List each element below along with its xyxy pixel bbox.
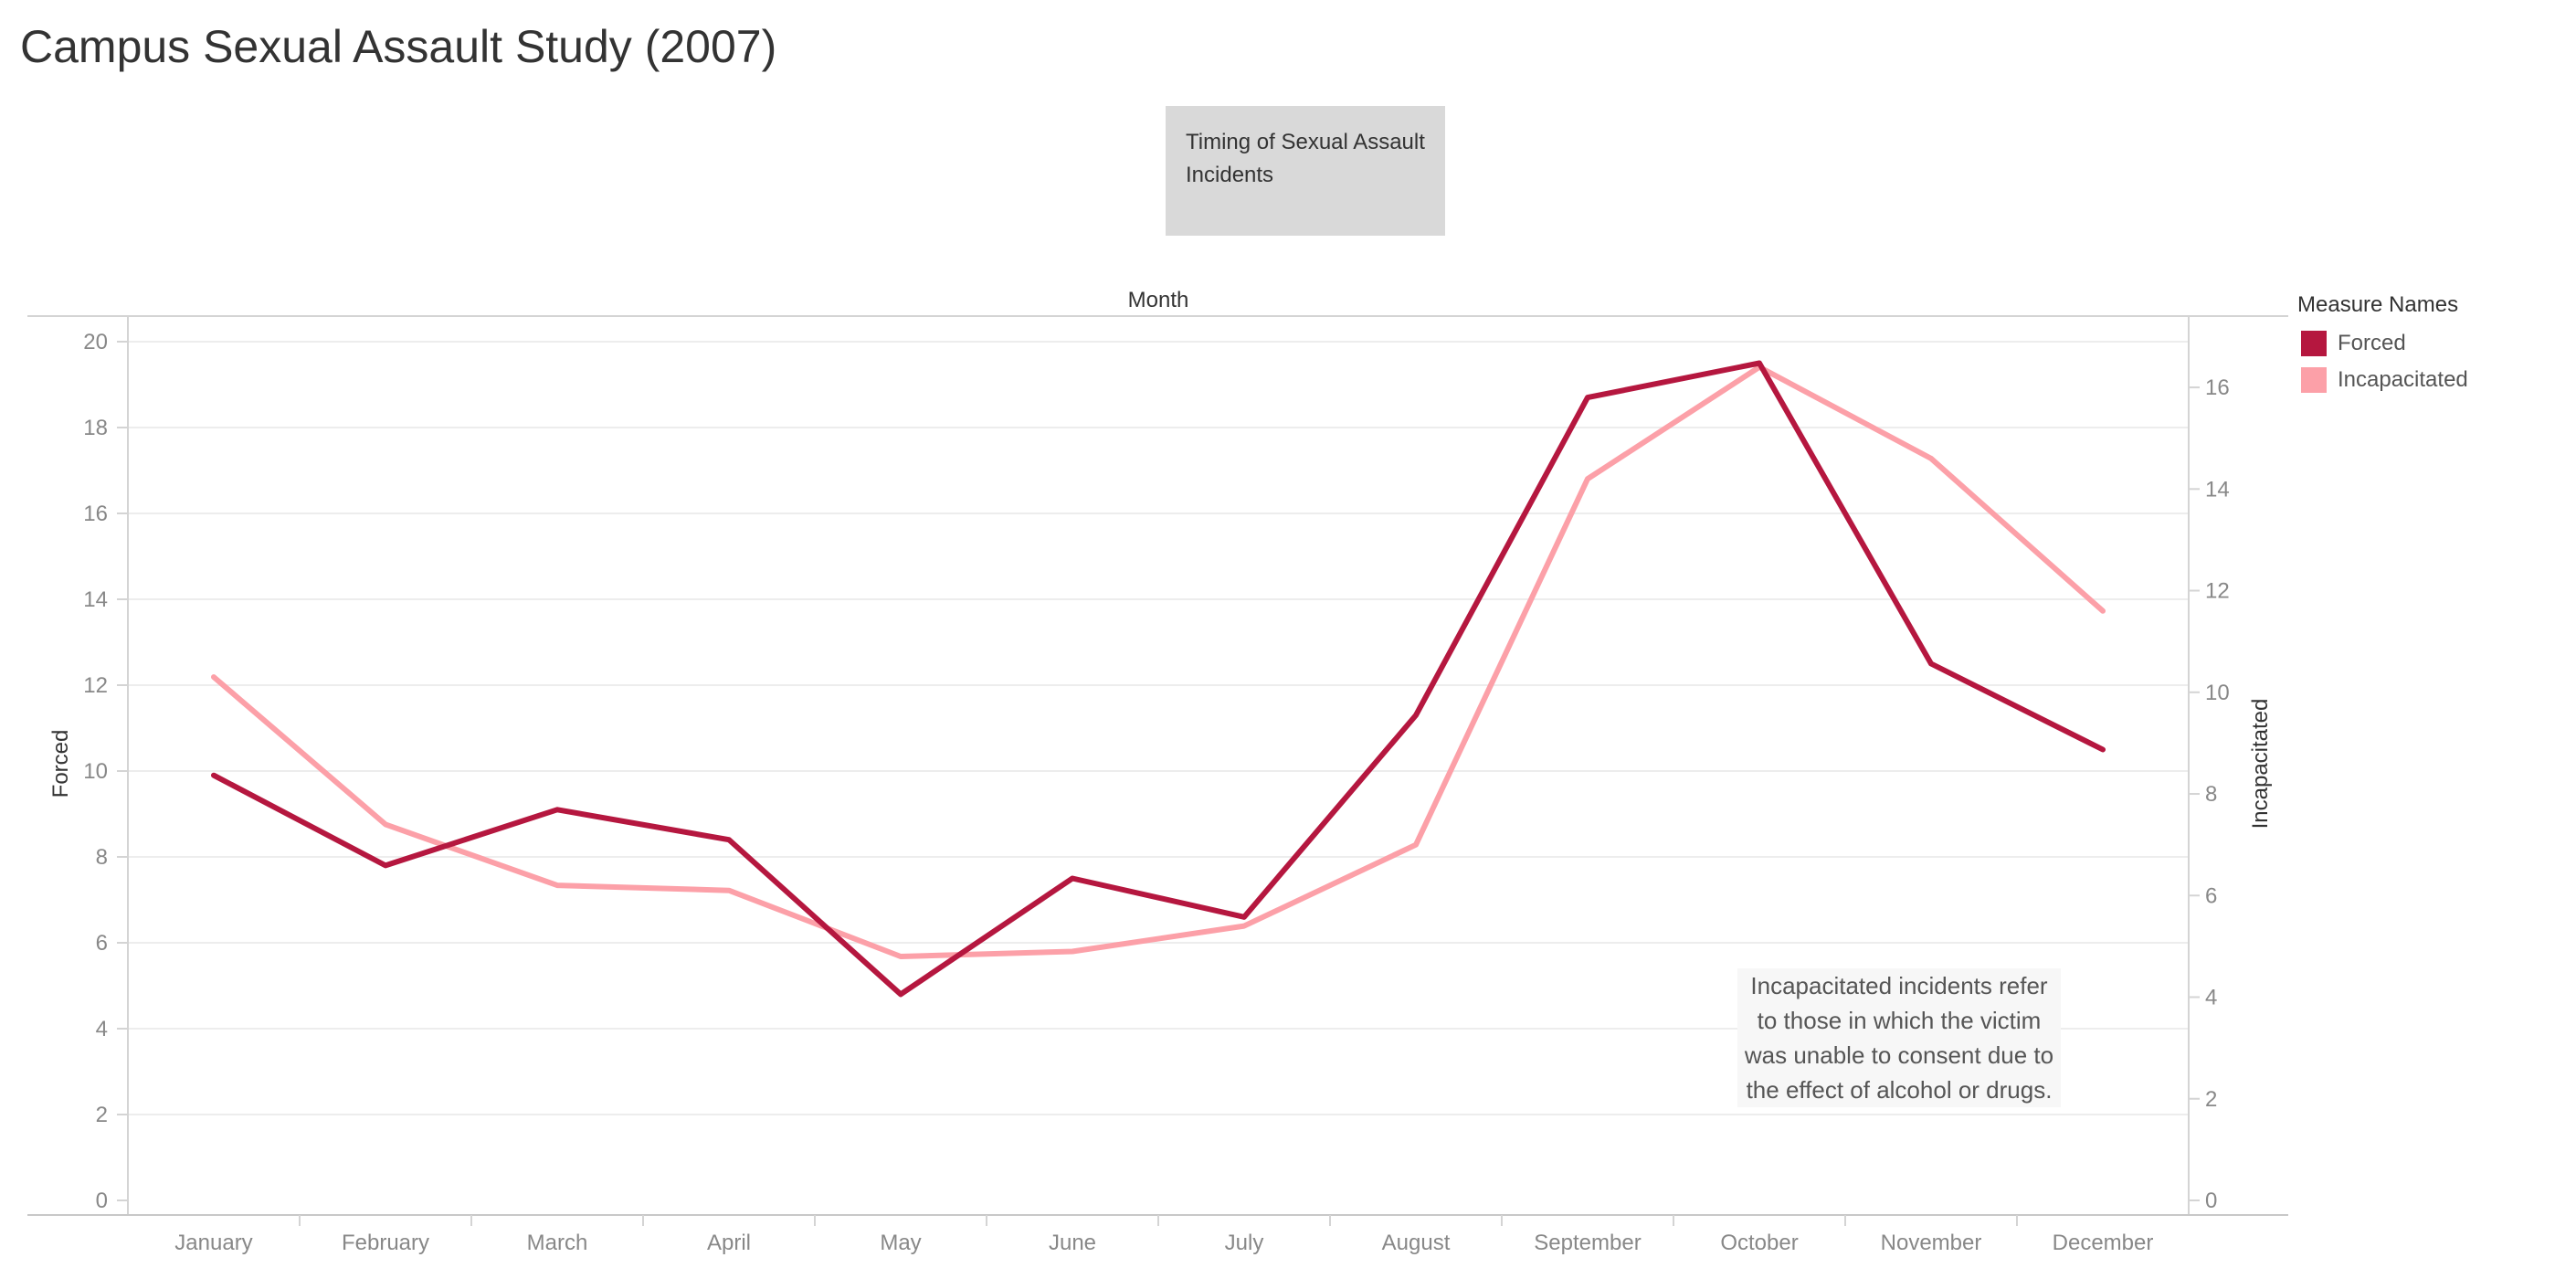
- y-left-tick-label: 18: [83, 416, 108, 440]
- y-left-tick-label: 16: [83, 502, 108, 526]
- y-right-tick-label: 10: [2205, 681, 2230, 705]
- series-lines: [211, 360, 2106, 998]
- y-right-tick-label: 12: [2205, 579, 2230, 604]
- y-axis-left-title: Forced: [48, 730, 73, 798]
- legend-item-forced[interactable]: Forced: [2297, 325, 2468, 362]
- x-axis-ticks: January February March April May June July Augu…: [174, 1215, 2153, 1255]
- y-axis-right-title: Incapacitated: [2248, 699, 2273, 829]
- y-axis-right-ticks: 0 2 4 6 8 10 12 14 16: [2189, 375, 2230, 1213]
- x-tick-label: March: [527, 1231, 588, 1255]
- x-tick-label: December: [2053, 1231, 2154, 1255]
- series-line-forced[interactable]: [211, 360, 2106, 998]
- legend-title: Measure Names: [2297, 292, 2459, 317]
- x-tick-label: October: [1720, 1231, 1798, 1255]
- y-left-tick-label: 2: [96, 1103, 108, 1127]
- y-left-tick-label: 8: [96, 845, 108, 870]
- y-left-tick-label: 20: [83, 330, 108, 354]
- y-left-tick-label: 0: [96, 1189, 108, 1213]
- legend-swatch-incapacitated: [2301, 367, 2327, 393]
- y-right-tick-label: 2: [2205, 1087, 2217, 1112]
- x-tick-label: May: [880, 1231, 921, 1255]
- annotation-note: Incapacitated incidents refer to those i…: [1737, 968, 2061, 1107]
- x-tick-label: April: [707, 1231, 751, 1255]
- legend-label-forced: Forced: [2338, 331, 2406, 355]
- y-right-tick-label: 4: [2205, 986, 2217, 1010]
- y-right-tick-label: 14: [2205, 477, 2230, 502]
- y-right-tick-label: 16: [2205, 375, 2230, 400]
- x-tick-label: January: [174, 1231, 252, 1255]
- series-line-incapacitated[interactable]: [211, 364, 2106, 959]
- x-axis-title: Month: [1128, 288, 1189, 312]
- page-title: Campus Sexual Assault Study (2007): [20, 21, 777, 72]
- y-left-tick-label: 10: [83, 759, 108, 784]
- y-right-tick-label: 6: [2205, 883, 2217, 908]
- subtitle-box: Timing of Sexual Assault Incidents: [1166, 106, 1445, 236]
- y-right-tick-label: 8: [2205, 782, 2217, 807]
- x-tick-label: November: [1881, 1231, 1982, 1255]
- y-left-tick-label: 4: [96, 1017, 108, 1041]
- legend-label-incapacitated: Incapacitated: [2338, 367, 2468, 392]
- legend: Measure Names Forced Incapacitated: [2297, 292, 2468, 398]
- x-tick-label: February: [342, 1231, 429, 1255]
- x-tick-label: June: [1049, 1231, 1096, 1255]
- x-tick-label: September: [1534, 1231, 1641, 1255]
- chart-frame: [27, 315, 2288, 1216]
- y-axis-left-ticks: 0 2 4 6 8 10 12 14 16 18 20: [83, 330, 128, 1213]
- legend-item-incapacitated[interactable]: Incapacitated: [2297, 362, 2468, 398]
- y-left-tick-label: 12: [83, 673, 108, 698]
- legend-swatch-forced: [2301, 331, 2327, 356]
- y-right-tick-label: 0: [2205, 1189, 2217, 1213]
- y-left-tick-label: 14: [83, 587, 108, 612]
- x-tick-label: August: [1382, 1231, 1451, 1255]
- x-tick-label: July: [1225, 1231, 1264, 1255]
- y-left-tick-label: 6: [96, 931, 108, 956]
